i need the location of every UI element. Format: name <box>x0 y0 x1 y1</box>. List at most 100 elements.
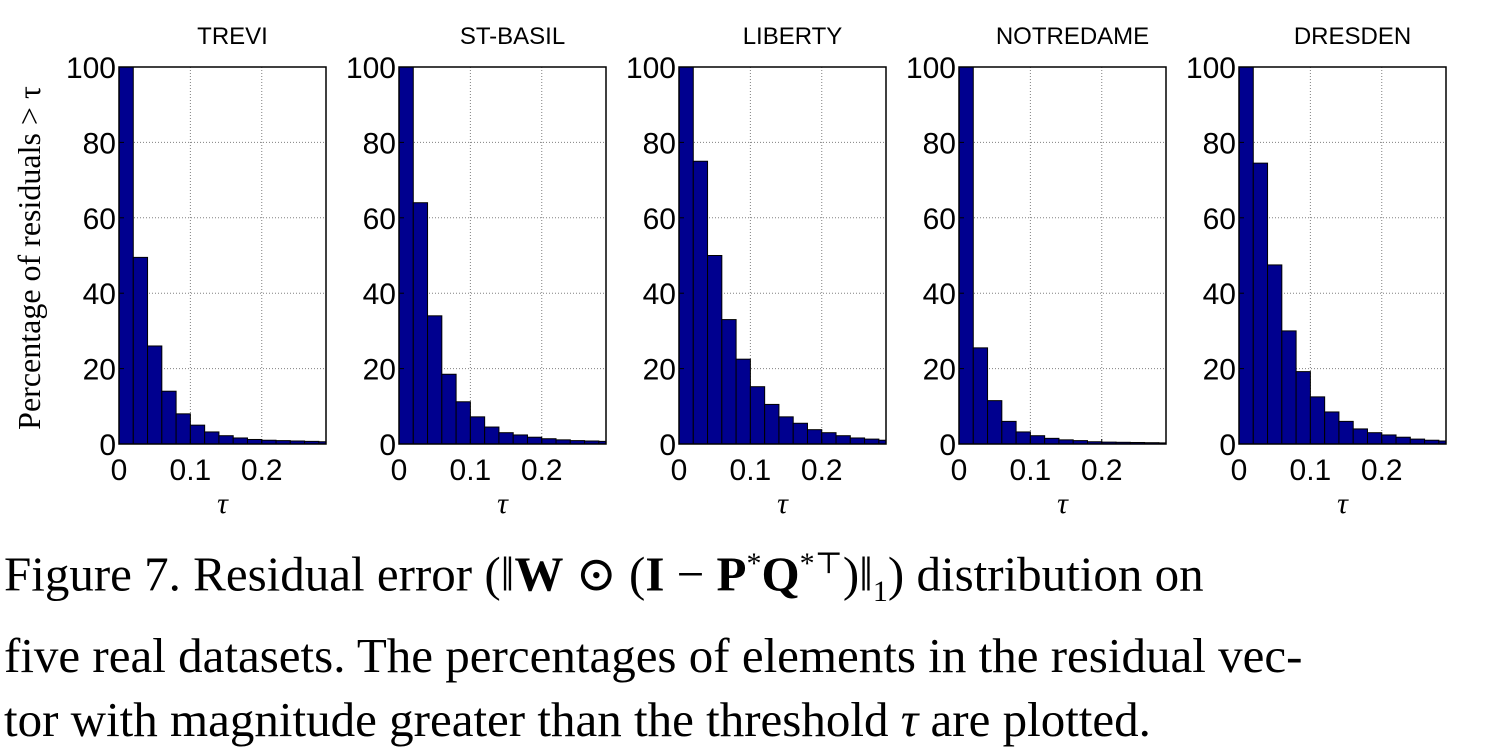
y-tick-label: 20 <box>83 354 116 387</box>
histogram-bar <box>1366 432 1383 445</box>
y-tick-label: 40 <box>363 278 396 311</box>
histogram-bar <box>1238 66 1254 445</box>
histogram-bar <box>764 403 780 445</box>
y-tick-label: 0 <box>379 429 396 462</box>
x-axis-label: τ <box>1057 487 1069 520</box>
y-tick-label: 40 <box>643 278 676 311</box>
histogram-bar <box>1338 420 1354 445</box>
caption-text: − <box>664 546 717 602</box>
histogram-bar <box>412 202 429 445</box>
y-tick-label: 80 <box>923 127 956 160</box>
x-tick-label: 0 <box>111 454 128 487</box>
x-axis-label: τ <box>1337 487 1349 520</box>
x-tick-label: 0 <box>391 454 408 487</box>
shared-y-axis-label: Percentage of residuals > τ <box>11 86 47 430</box>
histogram-bar <box>835 435 851 445</box>
histogram-bar <box>987 400 1003 445</box>
caption-text: are plotted. <box>918 692 1151 748</box>
y-tick-label: 60 <box>83 203 116 236</box>
plot-frame <box>1238 66 1447 445</box>
y-tick-label: 60 <box>363 203 396 236</box>
y-tick-label: 40 <box>923 278 956 311</box>
histogram-bar <box>707 255 723 445</box>
histogram-bar <box>541 438 557 445</box>
y-tick-label: 60 <box>643 203 676 236</box>
histogram-bar <box>1281 330 1297 445</box>
panel-liberty: 0 20 40 60 80 100 0 0.1 0.2 LIBERTY τ <box>626 23 887 520</box>
y-tick-label: 100 <box>66 52 116 85</box>
histogram-bar <box>455 401 471 445</box>
y-tick-label: 0 <box>939 429 956 462</box>
histogram-bar <box>972 347 989 445</box>
x-tick-label: 0.2 <box>521 454 563 487</box>
histogram-bar <box>441 373 457 445</box>
histogram-bar <box>132 256 149 445</box>
histogram-bar <box>1295 371 1311 445</box>
histogram-bar <box>1395 436 1411 445</box>
y-tick-label: 20 <box>643 354 676 387</box>
histogram-bar <box>792 422 808 445</box>
plot-frame <box>398 66 607 445</box>
x-tick-label: 0 <box>671 454 688 487</box>
histogram-bar <box>1044 437 1060 445</box>
y-tick-label: 20 <box>1203 354 1236 387</box>
histogram-bar <box>427 315 443 445</box>
caption-superscript: * <box>746 547 762 580</box>
histogram-bar <box>1015 431 1031 445</box>
histogram-bar <box>189 424 206 445</box>
x-axis-label: τ <box>217 487 229 520</box>
y-tick-label: 100 <box>346 52 396 85</box>
histogram-bar <box>1252 162 1269 445</box>
histogram-bar <box>175 413 191 445</box>
figure-panels: Percentage of residuals > τ 0 20 40 60 80 100… <box>11 23 1447 520</box>
y-tick-label: 80 <box>83 127 116 160</box>
caption-symbol-tau: τ <box>900 692 919 748</box>
caption-subscript: 1 <box>872 575 888 609</box>
histogram-bar <box>147 345 163 445</box>
histogram-bar <box>958 66 974 445</box>
panel-title: TREVI <box>197 23 268 50</box>
y-tick-label: 0 <box>99 429 116 462</box>
caption-text: )‖ <box>842 546 873 602</box>
histogram-bar <box>806 429 823 445</box>
histogram-bar <box>498 432 514 445</box>
y-tick-label: 80 <box>643 127 676 160</box>
caption-text: tor with magnitude greater than the thre… <box>4 692 901 748</box>
plot-frame <box>118 66 327 445</box>
histogram-bar <box>821 432 837 445</box>
panel-title: DRESDEN <box>1294 23 1411 50</box>
histogram-bar <box>1352 428 1368 445</box>
y-tick-label: 40 <box>1203 278 1236 311</box>
histogram-bar <box>1324 411 1340 445</box>
histogram-bar <box>678 66 694 445</box>
caption-text: Figure 7. Residual error (‖ <box>4 546 515 602</box>
y-tick-label: 60 <box>1203 203 1236 236</box>
y-tick-label: 20 <box>363 354 396 387</box>
panel-title: NOTREDAME <box>996 23 1149 50</box>
x-axis-label: τ <box>777 487 789 520</box>
x-tick-label: 0 <box>951 454 968 487</box>
caption-text: ) distribution on <box>887 546 1204 602</box>
caption-superscript: *⊤ <box>799 547 843 580</box>
figure-caption: Figure 7. Residual error (‖W ⊙ (I − P*Q*… <box>0 532 1489 752</box>
histogram-bar <box>1381 434 1397 445</box>
histogram-bar <box>692 160 709 445</box>
plot-frame <box>958 66 1167 445</box>
x-tick-label: 0.2 <box>1081 454 1123 487</box>
panel-st-basil: 0 20 40 60 80 100 0 0.1 0.2 ST-BASIL τ <box>346 23 607 520</box>
caption-symbol-I: I <box>645 546 665 602</box>
histogram-bar <box>484 426 500 445</box>
caption-line-1: Figure 7. Residual error (‖W ⊙ (I − P*Q*… <box>4 532 1489 624</box>
y-tick-label: 0 <box>659 429 676 462</box>
panel-notredame: 0 20 40 60 80 100 0 0.1 0.2 NOTREDAME τ <box>906 23 1167 520</box>
x-axis-label: τ <box>497 487 509 520</box>
x-tick-label: 0.2 <box>1361 454 1403 487</box>
histogram-bar <box>118 66 134 445</box>
y-tick-label: 20 <box>923 354 956 387</box>
histogram-bar <box>849 437 866 445</box>
histogram-bar <box>218 435 234 445</box>
x-tick-label: 0.2 <box>241 454 283 487</box>
y-tick-label: 100 <box>1186 52 1236 85</box>
histogram-bar <box>1001 420 1017 445</box>
panel-title: LIBERTY <box>743 23 843 50</box>
